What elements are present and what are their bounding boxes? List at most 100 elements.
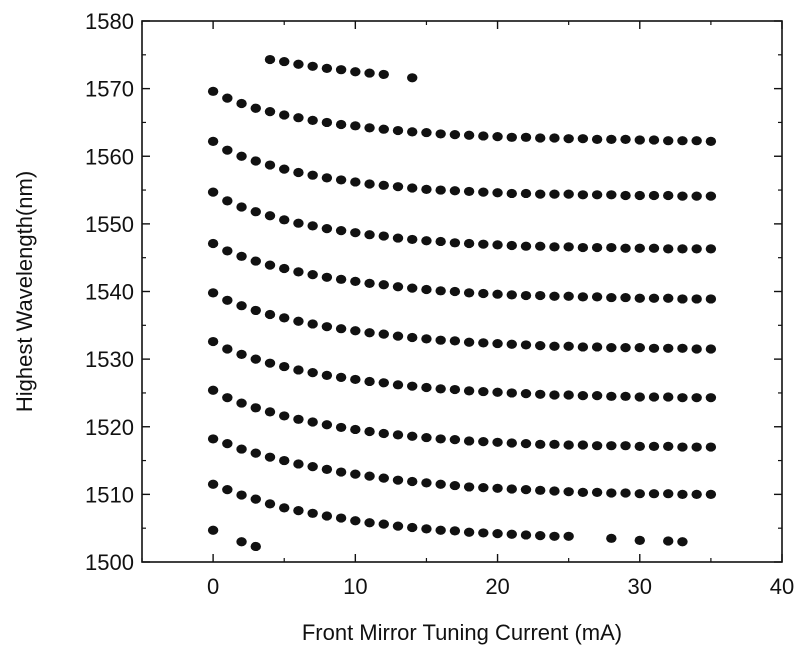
data-point [492, 387, 503, 397]
data-point [492, 437, 503, 447]
data-point [207, 238, 219, 249]
data-point [321, 63, 333, 73]
data-point [435, 434, 446, 444]
data-point [520, 439, 532, 449]
data-point [421, 382, 432, 393]
series-4 [207, 336, 717, 403]
data-point [207, 288, 219, 298]
data-point [207, 525, 219, 535]
y-tick-label: 1500 [85, 550, 134, 575]
data-point [364, 123, 375, 133]
data-point [236, 398, 247, 408]
data-point [293, 506, 304, 516]
data-point [321, 272, 333, 282]
data-point [264, 452, 276, 462]
data-point [392, 430, 404, 440]
data-point [492, 188, 503, 198]
data-point [620, 391, 631, 401]
data-point [606, 533, 617, 543]
data-point [663, 244, 674, 254]
data-point [264, 160, 276, 170]
data-point [279, 313, 290, 323]
data-point [293, 459, 304, 469]
series-3 [207, 385, 717, 452]
data-point [705, 294, 717, 304]
data-point [364, 376, 375, 387]
data-point [279, 164, 290, 174]
data-point [421, 478, 432, 488]
data-point [307, 417, 318, 427]
data-point [207, 336, 219, 347]
data-point [648, 489, 660, 499]
data-point [321, 173, 333, 183]
data-point [307, 61, 318, 71]
data-point [264, 107, 276, 117]
data-point [563, 134, 574, 144]
data-point [606, 292, 617, 303]
data-points [207, 54, 717, 552]
data-point [449, 286, 461, 297]
data-point [435, 236, 446, 247]
data-point [520, 188, 532, 199]
data-point [207, 479, 219, 489]
data-point [648, 243, 660, 253]
data-point [250, 156, 261, 166]
data-point [663, 489, 674, 499]
data-point [307, 319, 318, 329]
data-point [222, 393, 233, 403]
data-point [421, 236, 432, 246]
data-point [392, 521, 404, 531]
data-point [648, 343, 660, 353]
data-point [705, 244, 717, 254]
data-point [591, 190, 603, 200]
data-point [364, 471, 375, 481]
data-point [663, 136, 674, 146]
data-point [364, 328, 375, 338]
data-point [293, 218, 304, 228]
data-point [378, 231, 389, 241]
data-point [392, 125, 404, 136]
series-9 [207, 86, 717, 146]
data-point [293, 365, 304, 375]
data-point [549, 291, 560, 301]
data-point [392, 331, 404, 341]
data-point [478, 528, 489, 538]
data-point [506, 188, 517, 199]
data-point [335, 226, 347, 236]
data-point [236, 537, 247, 547]
data-point [250, 541, 261, 552]
y-tick-label: 1510 [85, 482, 134, 507]
axis-tick-labels: 0 10 20 30 40 1500 1510 1520 1530 1540 1550 1560 157… [85, 9, 794, 599]
data-point [350, 177, 361, 187]
data-point [463, 386, 475, 396]
data-point [350, 67, 361, 77]
data-point [421, 284, 432, 295]
data-point [606, 441, 617, 451]
data-point [279, 455, 290, 466]
data-point [463, 482, 475, 492]
data-point [705, 136, 717, 146]
data-point [620, 441, 631, 451]
data-point [620, 292, 631, 303]
series-0 [207, 525, 688, 552]
data-point [563, 341, 574, 351]
data-point [591, 487, 603, 497]
data-point [663, 190, 674, 201]
data-point [364, 518, 375, 528]
data-point [506, 132, 517, 142]
data-point [392, 380, 404, 390]
data-point [606, 488, 617, 498]
data-point [634, 343, 645, 353]
data-point [350, 516, 361, 526]
data-point [663, 293, 674, 303]
data-point [677, 393, 688, 403]
data-point [705, 344, 717, 354]
data-point [236, 349, 247, 359]
data-point [677, 294, 688, 304]
data-point [435, 129, 446, 139]
data-point [392, 475, 404, 485]
data-point [620, 488, 631, 498]
data-point [264, 260, 276, 270]
data-point [691, 489, 702, 499]
